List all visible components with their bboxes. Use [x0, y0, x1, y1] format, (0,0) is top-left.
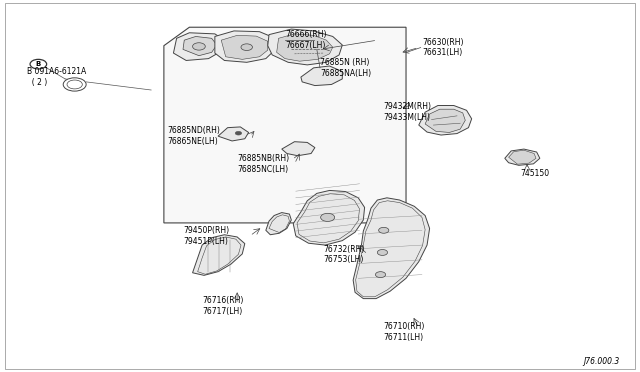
Polygon shape — [293, 190, 365, 245]
Text: B 091A6-6121A
  ( 2 ): B 091A6-6121A ( 2 ) — [27, 67, 86, 87]
Text: B: B — [36, 61, 41, 67]
Circle shape — [378, 250, 388, 256]
Polygon shape — [164, 27, 406, 223]
Text: 76716(RH)
76717(LH): 76716(RH) 76717(LH) — [202, 296, 243, 316]
Polygon shape — [509, 150, 536, 164]
Circle shape — [63, 78, 86, 91]
Text: 76885NB(RH)
76885NC(LH): 76885NB(RH) 76885NC(LH) — [237, 154, 289, 174]
Polygon shape — [353, 198, 429, 299]
Text: 79432M(RH)
79433M(LH): 79432M(RH) 79433M(LH) — [384, 102, 432, 122]
Text: 745150: 745150 — [521, 169, 550, 177]
Polygon shape — [183, 36, 217, 56]
Polygon shape — [266, 212, 291, 235]
Polygon shape — [218, 127, 248, 141]
Polygon shape — [221, 35, 268, 60]
Polygon shape — [215, 31, 275, 62]
Circle shape — [379, 227, 389, 233]
Text: 76710(RH)
76711(LH): 76710(RH) 76711(LH) — [384, 322, 425, 341]
Text: J76.000.3: J76.000.3 — [583, 357, 620, 366]
Polygon shape — [301, 66, 342, 86]
Polygon shape — [276, 34, 333, 61]
Polygon shape — [425, 109, 465, 132]
Text: 76885N (RH)
76885NA(LH): 76885N (RH) 76885NA(LH) — [320, 58, 371, 77]
Polygon shape — [505, 149, 540, 165]
Circle shape — [321, 213, 335, 221]
Text: 76630(RH)
76631(LH): 76630(RH) 76631(LH) — [422, 38, 463, 57]
Circle shape — [376, 272, 386, 278]
Polygon shape — [173, 33, 225, 61]
Polygon shape — [419, 106, 472, 135]
Text: 76732(RH)
76753(LH): 76732(RH) 76753(LH) — [323, 245, 365, 264]
Circle shape — [241, 44, 252, 51]
Circle shape — [236, 131, 242, 135]
Text: 76885ND(RH)
76865NE(LH): 76885ND(RH) 76865NE(LH) — [167, 126, 220, 146]
Text: 79450P(RH)
79451P(LH): 79450P(RH) 79451P(LH) — [183, 226, 229, 246]
Polygon shape — [268, 29, 342, 65]
Text: 76666(RH)
76667(LH): 76666(RH) 76667(LH) — [285, 31, 326, 50]
Circle shape — [30, 60, 47, 69]
Circle shape — [193, 43, 205, 50]
Polygon shape — [282, 142, 315, 156]
Polygon shape — [193, 235, 245, 275]
